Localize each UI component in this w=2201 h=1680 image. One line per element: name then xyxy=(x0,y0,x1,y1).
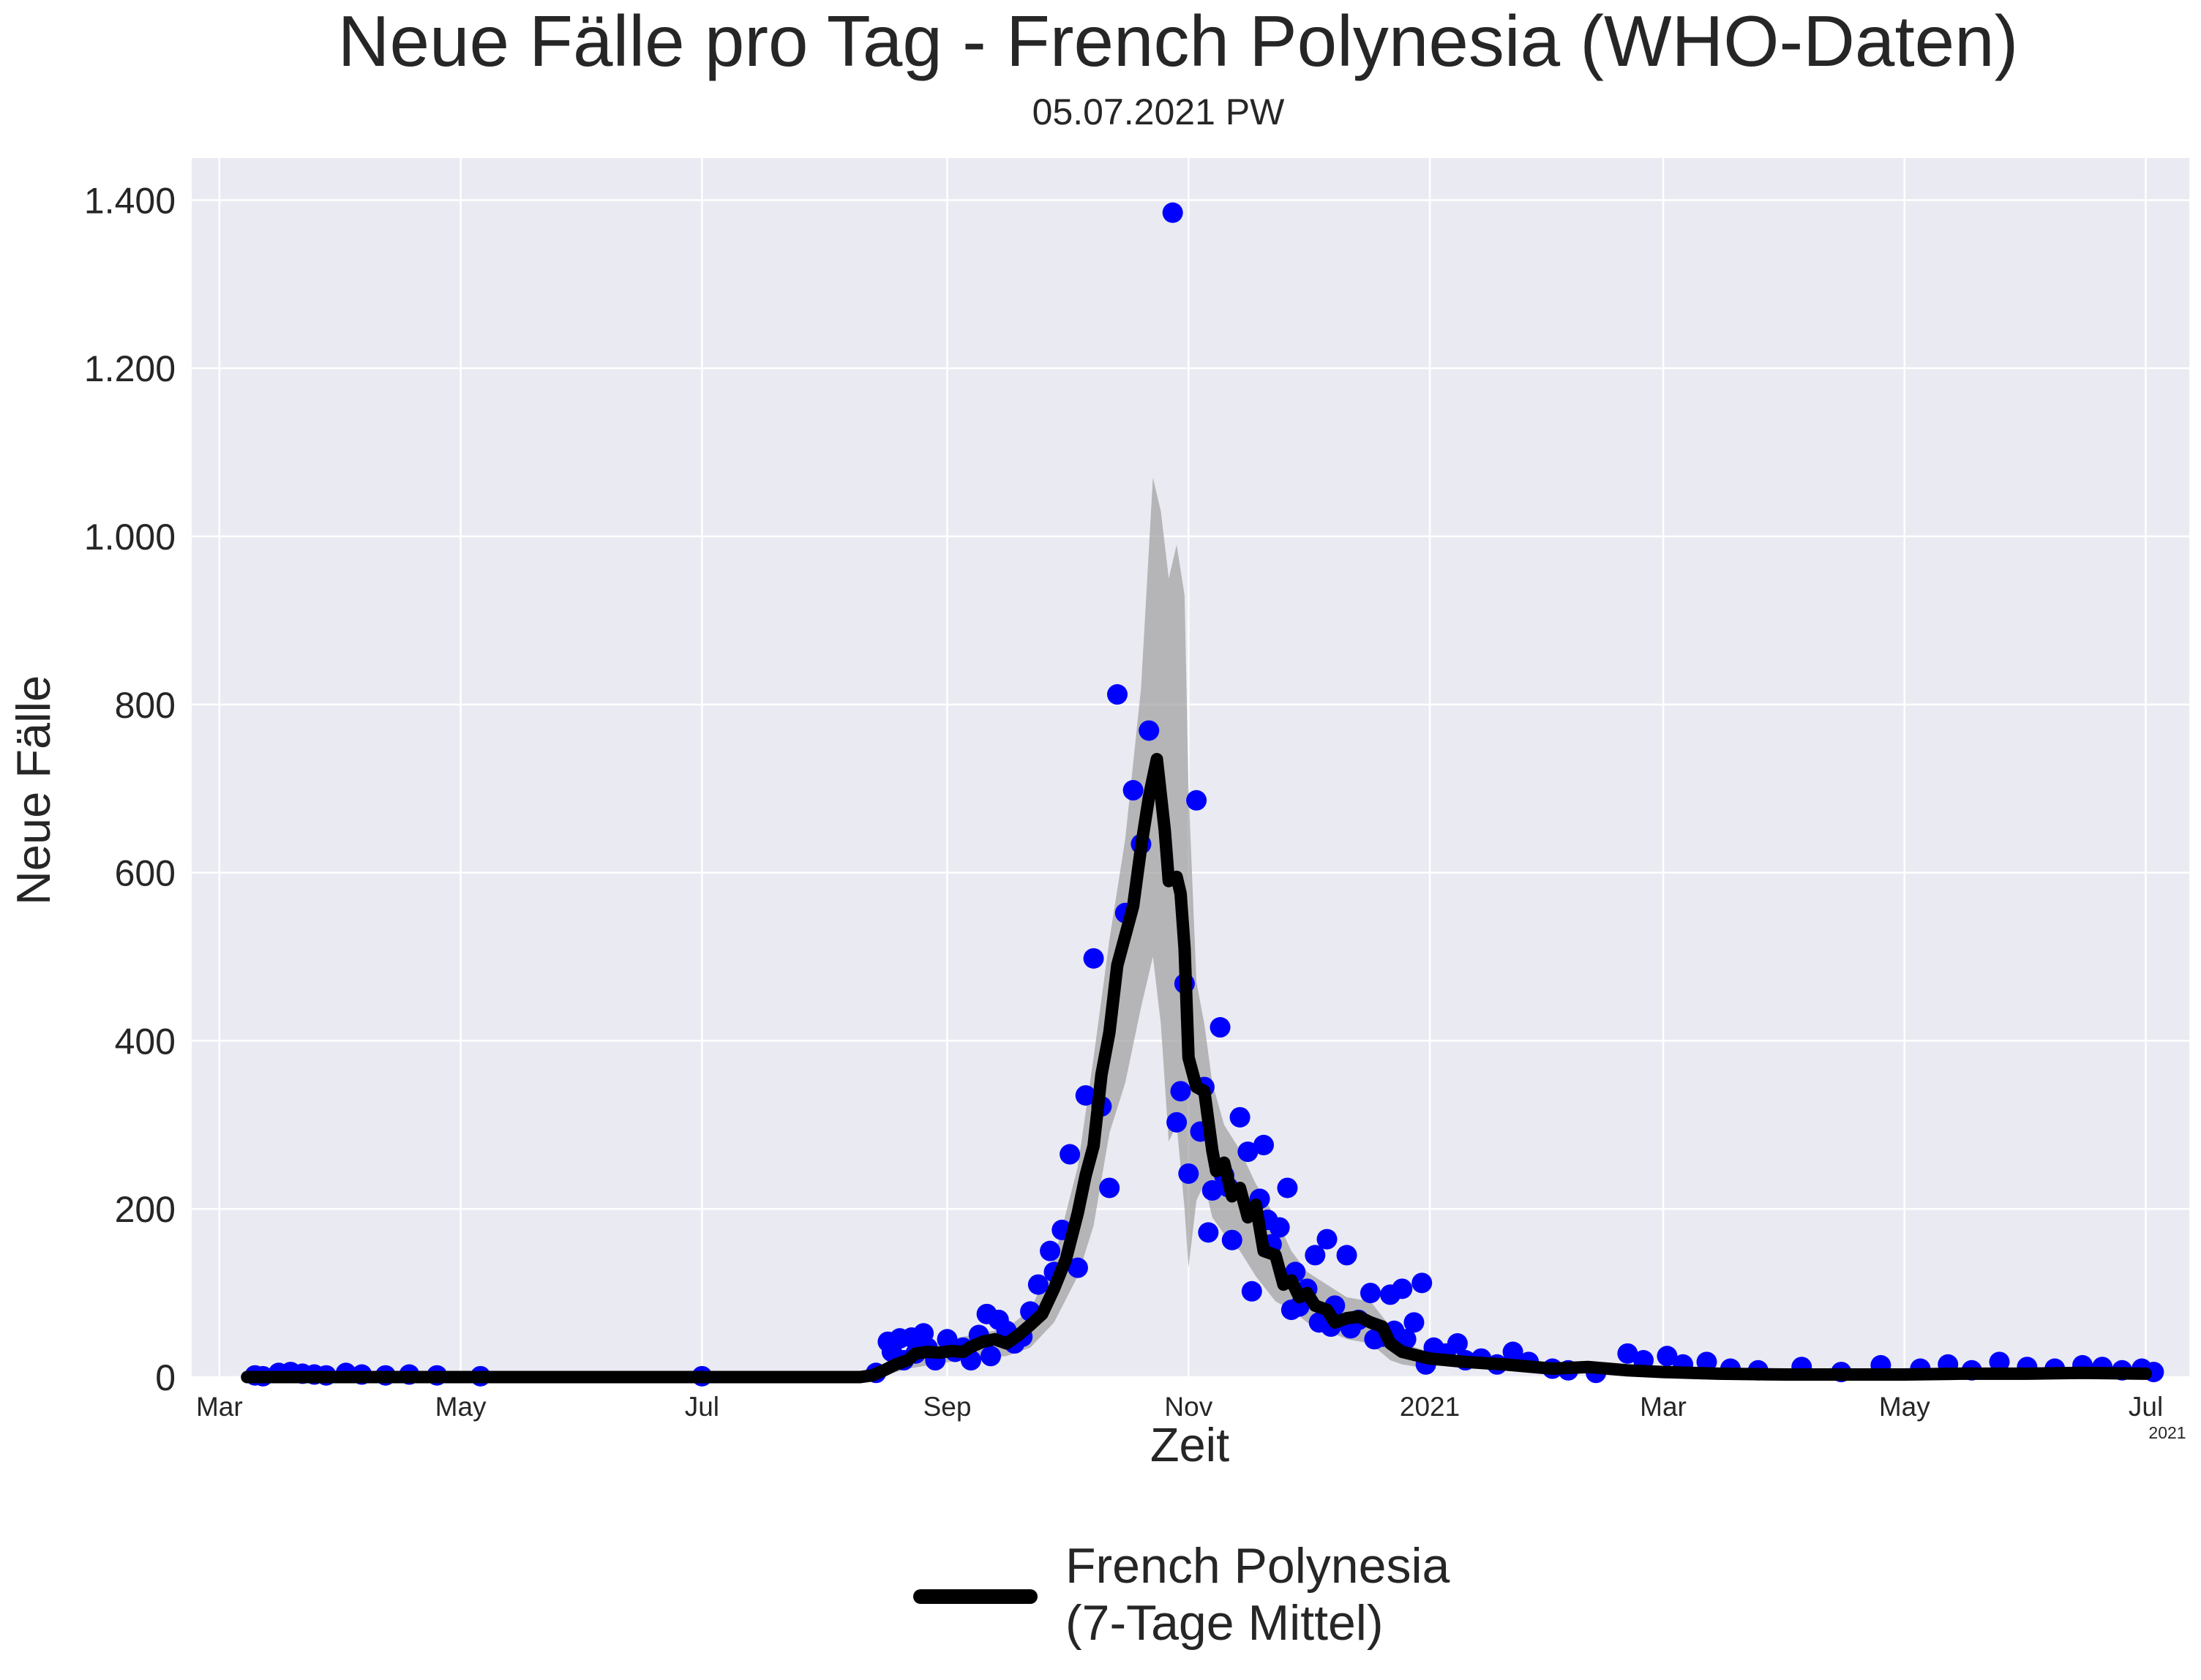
data-point xyxy=(1253,1134,1275,1155)
data-point xyxy=(1162,202,1183,223)
data-point xyxy=(1170,1081,1191,1102)
y-tick-label: 0 xyxy=(155,1357,176,1398)
y-tick-label: 1.000 xyxy=(84,517,176,558)
legend-label-line: French Polynesia xyxy=(1065,1538,1450,1594)
data-point xyxy=(1241,1280,1262,1302)
y-tick-label: 200 xyxy=(115,1189,176,1230)
confidence-band xyxy=(884,477,1431,1376)
x-tick-label: Sep xyxy=(923,1392,972,1422)
x-axis-label: Zeit xyxy=(1150,1418,1229,1471)
x-axis-ticks: Mar May Jul Sep Nov 2021 Mar May Jul xyxy=(196,1392,2163,1422)
data-point xyxy=(1122,780,1144,801)
data-point xyxy=(980,1346,1001,1367)
y-tick-label: 800 xyxy=(115,685,176,726)
band-layer xyxy=(884,477,1431,1376)
data-point xyxy=(1237,1141,1259,1163)
data-point xyxy=(1060,1144,1081,1165)
y-axis-ticks: 0 200 400 600 800 1.000 1.200 1.400 xyxy=(84,180,176,1398)
legend: French Polynesia (7-Tage Mittel) xyxy=(913,1538,1450,1651)
data-point xyxy=(1269,1217,1290,1238)
data-point xyxy=(1305,1245,1326,1266)
data-point xyxy=(1447,1333,1468,1354)
data-point xyxy=(1139,720,1160,741)
data-point xyxy=(1201,1180,1223,1201)
data-point xyxy=(1392,1278,1413,1300)
data-point xyxy=(1106,684,1128,705)
y-tick-label: 1.200 xyxy=(84,348,176,389)
data-point xyxy=(1075,1085,1096,1106)
x-tick-label: Jul xyxy=(685,1392,719,1422)
data-point xyxy=(1099,1177,1120,1199)
data-point xyxy=(1083,948,1104,969)
data-point xyxy=(1027,1274,1049,1295)
legend-label-line: (7-Tage Mittel) xyxy=(1065,1595,1384,1651)
y-tick-label: 1.400 xyxy=(84,180,176,221)
data-point xyxy=(1166,1111,1188,1133)
data-point xyxy=(1277,1177,1298,1199)
x-tick-label: May xyxy=(1879,1392,1930,1422)
data-point xyxy=(1502,1341,1523,1362)
data-point xyxy=(1657,1346,1678,1367)
data-point xyxy=(1360,1283,1381,1304)
x-tick-label: Mar xyxy=(1640,1392,1687,1422)
legend-label: French Polynesia (7-Tage Mittel) xyxy=(1065,1538,1450,1651)
series-line xyxy=(241,753,2153,1384)
x-tick-label: Nov xyxy=(1164,1392,1212,1422)
data-point xyxy=(1040,1240,1061,1261)
chart-title: Neue Fälle pro Tag - French Polynesia (W… xyxy=(338,1,2019,81)
line-layer xyxy=(241,753,2153,1384)
y-tick-label: 400 xyxy=(115,1021,176,1062)
y-tick-label: 600 xyxy=(115,853,176,894)
data-point xyxy=(1316,1229,1338,1250)
data-point xyxy=(1178,1163,1199,1184)
x-tick-label: May xyxy=(435,1392,487,1422)
x-tick-label: Mar xyxy=(196,1392,243,1422)
data-point xyxy=(1198,1222,1219,1243)
data-point xyxy=(1067,1257,1088,1278)
data-point xyxy=(1221,1229,1242,1250)
data-point xyxy=(1403,1312,1425,1333)
y-axis-label: Neue Fälle xyxy=(7,675,60,905)
x-tick-label: Jul xyxy=(2129,1392,2163,1422)
data-point xyxy=(1989,1351,2010,1373)
x-axis-offset-label: 2021 xyxy=(2148,1423,2186,1442)
x-tick-label: 2021 xyxy=(1400,1392,1460,1422)
chart-subtitle: 05.07.2021 PW xyxy=(1032,91,1285,132)
data-point xyxy=(1617,1343,1638,1364)
data-point xyxy=(1411,1272,1433,1294)
data-point xyxy=(1210,1017,1231,1038)
data-point xyxy=(1186,790,1207,811)
data-point xyxy=(1229,1106,1251,1128)
data-point xyxy=(1336,1245,1357,1266)
